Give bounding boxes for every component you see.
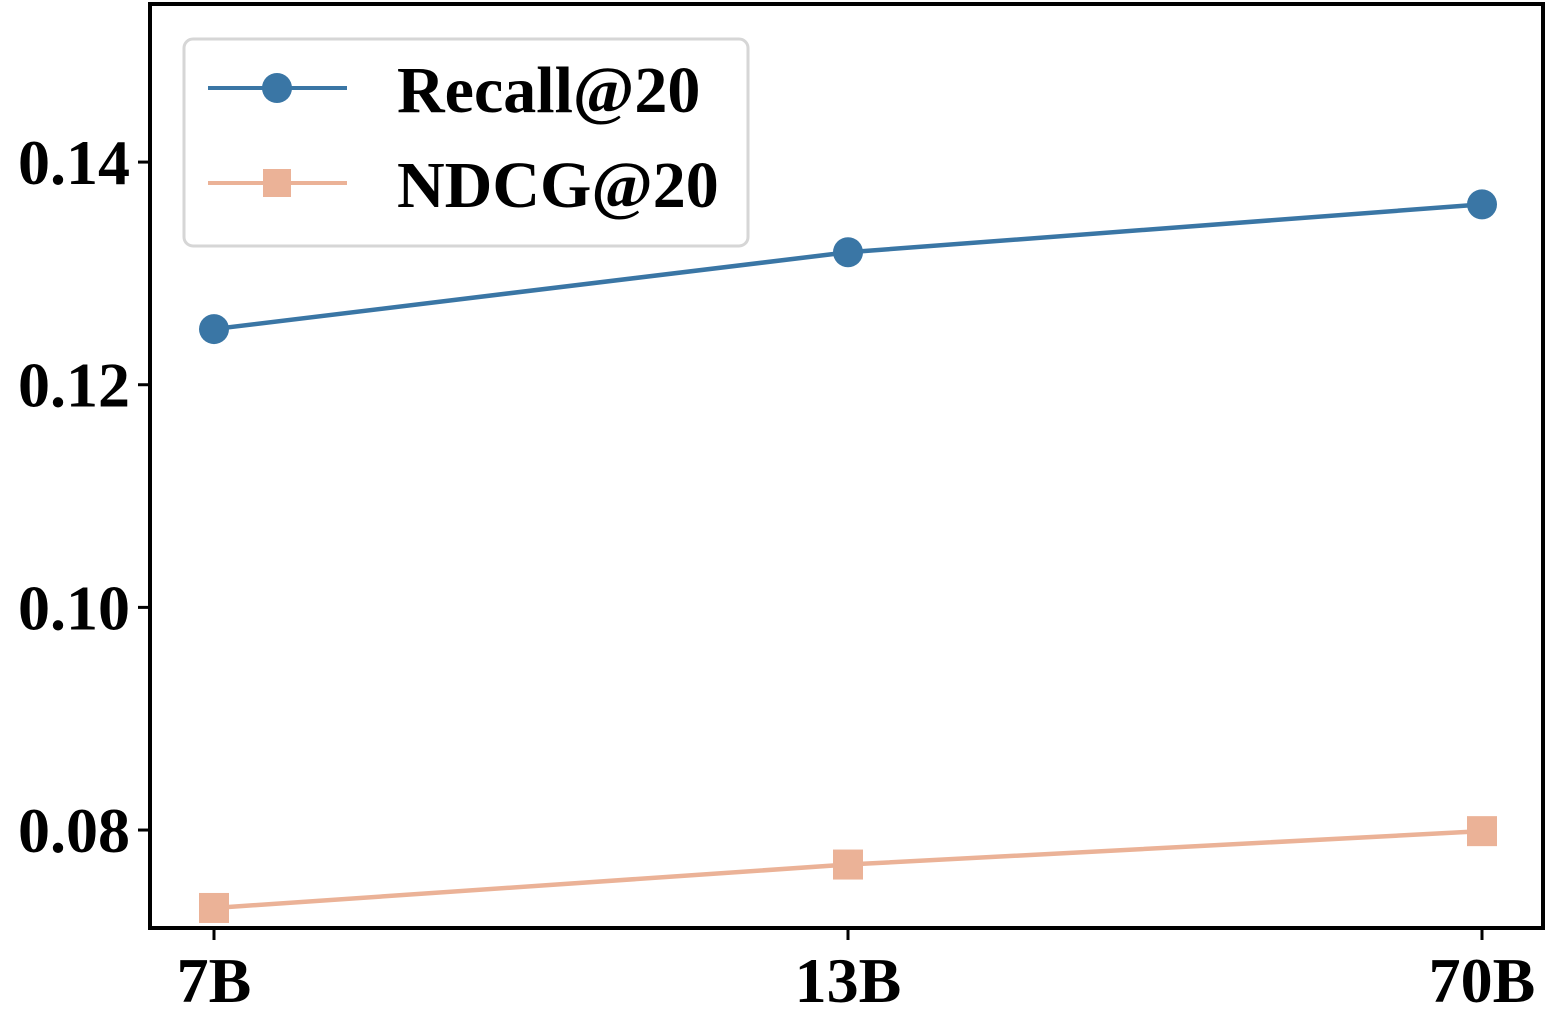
x-axis: 7B 13B 70B (177, 928, 1536, 1016)
legend-recall-label: Recall@20 (397, 54, 700, 127)
x-tick-label: 70B (1429, 945, 1536, 1016)
data-point (1467, 816, 1497, 847)
legend-box (182, 37, 750, 248)
x-tick-label: 7B (177, 945, 252, 1016)
legend-recall-marker (262, 73, 292, 103)
y-tick-label: 0.08 (18, 795, 130, 866)
data-point (833, 237, 863, 268)
y-axis: 0.08 0.10 0.12 0.14 (18, 127, 150, 866)
y-tick-label: 0.10 (18, 572, 130, 643)
data-point (199, 892, 229, 923)
data-point (833, 849, 863, 880)
data-point (1467, 189, 1497, 220)
legend-ndcg-marker (263, 169, 291, 197)
y-tick-label: 0.14 (18, 127, 130, 198)
legend-ndcg-label: NDCG@20 (397, 149, 719, 222)
y-tick-label: 0.12 (18, 350, 130, 421)
x-tick-label: 13B (795, 945, 902, 1016)
legend: Recall@20 NDCG@20 (182, 37, 750, 248)
data-point (199, 314, 229, 345)
series-layer (199, 189, 1497, 923)
